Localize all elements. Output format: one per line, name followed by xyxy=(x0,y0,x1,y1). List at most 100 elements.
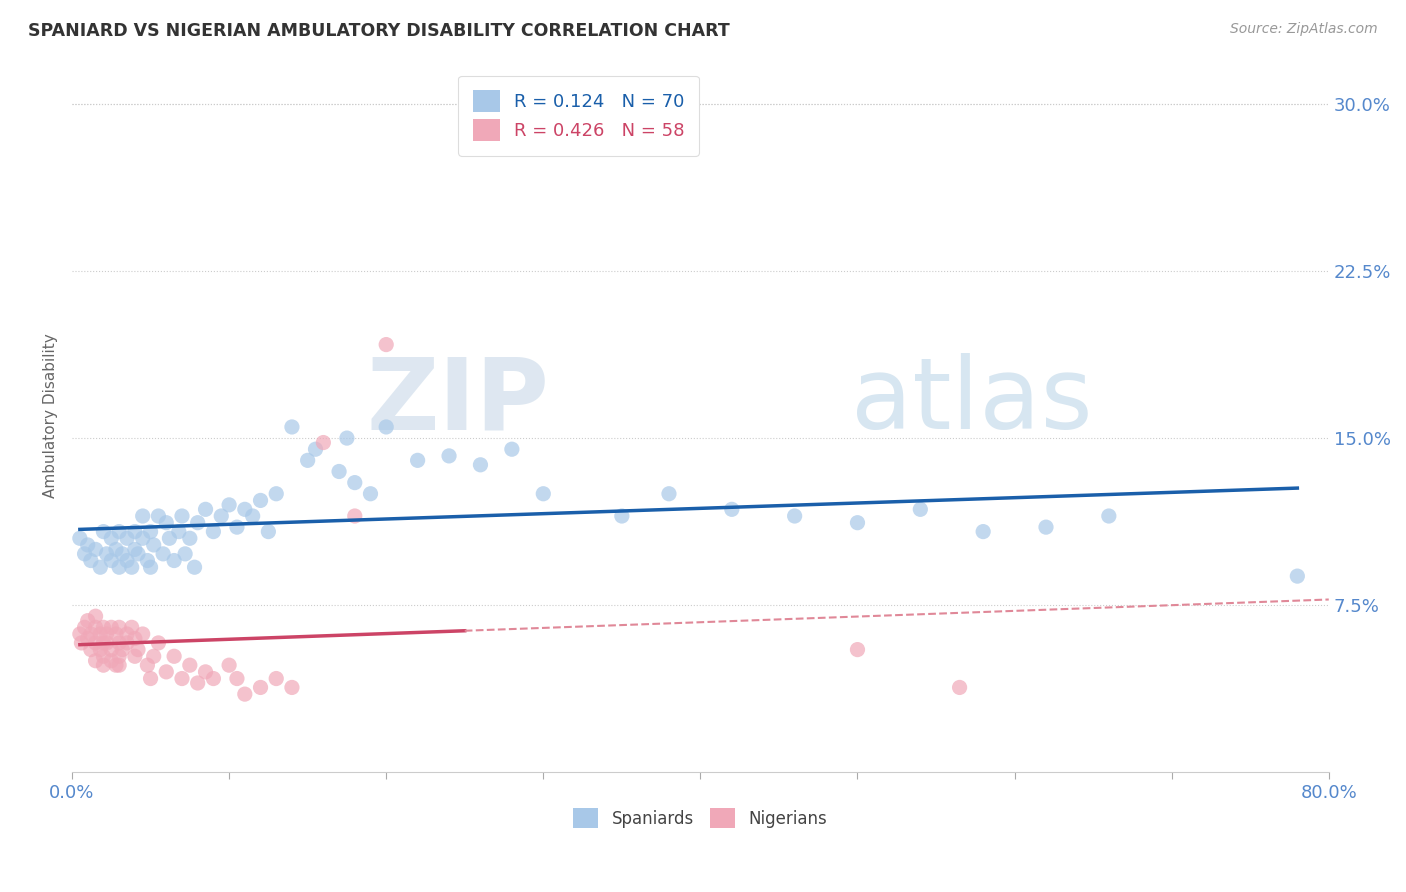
Point xyxy=(183,560,205,574)
Point xyxy=(343,508,366,523)
Point xyxy=(121,560,143,574)
Point xyxy=(846,516,869,530)
Point xyxy=(218,498,240,512)
Point xyxy=(152,547,174,561)
Point xyxy=(136,658,159,673)
Point xyxy=(105,658,128,673)
Point xyxy=(84,542,107,557)
Point xyxy=(1286,569,1309,583)
Point xyxy=(163,649,186,664)
Point xyxy=(93,524,115,539)
Point xyxy=(127,642,149,657)
Point xyxy=(531,487,554,501)
Point xyxy=(202,524,225,539)
Text: SPANIARD VS NIGERIAN AMBULATORY DISABILITY CORRELATION CHART: SPANIARD VS NIGERIAN AMBULATORY DISABILI… xyxy=(28,22,730,40)
Point xyxy=(233,687,256,701)
Point xyxy=(69,531,91,545)
Point xyxy=(187,676,209,690)
Point xyxy=(93,620,115,634)
Point xyxy=(127,547,149,561)
Point xyxy=(170,672,193,686)
Point xyxy=(155,665,177,679)
Point xyxy=(121,620,143,634)
Point xyxy=(242,508,264,523)
Point xyxy=(170,508,193,523)
Point xyxy=(846,642,869,657)
Point xyxy=(76,614,98,628)
Point xyxy=(124,649,146,664)
Point xyxy=(100,642,122,657)
Point xyxy=(136,553,159,567)
Point xyxy=(336,431,359,445)
Point xyxy=(249,681,271,695)
Point xyxy=(108,524,131,539)
Text: atlas: atlas xyxy=(851,353,1092,450)
Point xyxy=(249,493,271,508)
Point xyxy=(96,627,118,641)
Legend: Spaniards, Nigerians: Spaniards, Nigerians xyxy=(567,801,834,835)
Point xyxy=(96,636,118,650)
Point xyxy=(360,487,382,501)
Point xyxy=(108,649,131,664)
Point xyxy=(264,487,287,501)
Point xyxy=(124,632,146,646)
Point xyxy=(297,453,319,467)
Point xyxy=(115,627,138,641)
Point xyxy=(105,627,128,641)
Point xyxy=(720,502,742,516)
Point xyxy=(76,632,98,646)
Point xyxy=(783,508,806,523)
Point xyxy=(218,658,240,673)
Point xyxy=(131,627,153,641)
Point xyxy=(470,458,492,472)
Point xyxy=(73,547,96,561)
Point xyxy=(80,553,103,567)
Point xyxy=(281,420,304,434)
Point xyxy=(174,547,197,561)
Point xyxy=(131,531,153,545)
Point xyxy=(84,654,107,668)
Point xyxy=(910,502,932,516)
Point xyxy=(108,658,131,673)
Point xyxy=(375,337,398,351)
Point xyxy=(148,508,170,523)
Point xyxy=(69,627,91,641)
Point xyxy=(100,531,122,545)
Point xyxy=(89,560,111,574)
Point xyxy=(124,542,146,557)
Point xyxy=(948,681,970,695)
Point xyxy=(139,560,162,574)
Point xyxy=(281,681,304,695)
Point xyxy=(226,672,249,686)
Point xyxy=(179,658,201,673)
Point xyxy=(167,524,190,539)
Point xyxy=(194,665,217,679)
Point xyxy=(163,553,186,567)
Point xyxy=(115,531,138,545)
Point xyxy=(226,520,249,534)
Point xyxy=(157,531,180,545)
Point xyxy=(1035,520,1057,534)
Point xyxy=(148,636,170,650)
Point xyxy=(187,516,209,530)
Point xyxy=(406,453,429,467)
Point xyxy=(179,531,201,545)
Point xyxy=(658,487,681,501)
Point xyxy=(84,609,107,624)
Point xyxy=(96,547,118,561)
Point xyxy=(343,475,366,490)
Point xyxy=(84,620,107,634)
Point xyxy=(972,524,994,539)
Point xyxy=(437,449,460,463)
Point xyxy=(70,636,93,650)
Point xyxy=(111,547,134,561)
Text: ZIP: ZIP xyxy=(367,353,550,450)
Text: Source: ZipAtlas.com: Source: ZipAtlas.com xyxy=(1230,22,1378,37)
Point xyxy=(93,658,115,673)
Point xyxy=(124,524,146,539)
Point xyxy=(80,642,103,657)
Point xyxy=(501,442,523,457)
Point xyxy=(209,508,232,523)
Point xyxy=(105,542,128,557)
Point xyxy=(194,502,217,516)
